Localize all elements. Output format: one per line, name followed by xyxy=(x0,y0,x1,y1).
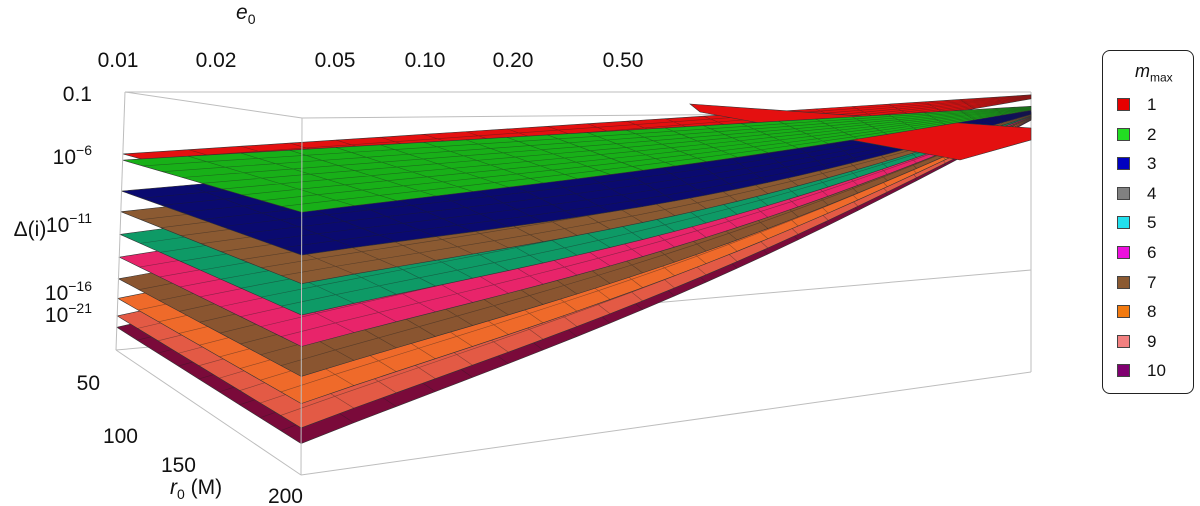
x-tick-label: 0.50 xyxy=(603,49,644,72)
x-axis-label-sub: 0 xyxy=(248,11,256,27)
bounding-box-front-edges xyxy=(115,91,1032,476)
box-edge-front xyxy=(115,91,126,351)
z-tick-label: 10−21 xyxy=(45,300,92,327)
legend-item: 2 xyxy=(1117,123,1187,147)
box-edge-front xyxy=(300,371,1032,476)
legend-item: 7 xyxy=(1117,271,1187,295)
y-tick-label: 200 xyxy=(268,485,303,506)
z-tick-label: 10−11 xyxy=(46,210,92,237)
legend-item: 3 xyxy=(1117,152,1187,176)
surface-fill-mmax-2 xyxy=(122,105,1032,213)
legend-swatch xyxy=(1117,186,1130,200)
z-tick-label: 10−16 xyxy=(45,278,92,305)
x-tick-label: 0.20 xyxy=(493,49,534,72)
box-edge-front xyxy=(300,117,303,476)
x-tick-label: 0.01 xyxy=(98,49,139,72)
z-tick-label: 0.1 xyxy=(63,83,92,106)
legend-item: 6 xyxy=(1117,241,1187,265)
legend-label: 3 xyxy=(1147,154,1157,174)
legend-item: 1 xyxy=(1117,93,1187,117)
box-edge-back xyxy=(124,91,303,119)
legend-label: 8 xyxy=(1147,302,1157,322)
y-tick-label: 50 xyxy=(77,372,100,395)
x-axis-label: e0 xyxy=(236,1,256,27)
legend-item: 9 xyxy=(1117,330,1187,354)
legend-label: 9 xyxy=(1147,331,1157,351)
legend-item: 8 xyxy=(1117,300,1187,324)
legend-swatch xyxy=(1117,334,1130,348)
legend-item: 4 xyxy=(1117,182,1187,206)
legend-item: 5 xyxy=(1117,211,1187,235)
y-axis-label-suffix: (M) xyxy=(185,476,222,499)
z-axis-label: Δ(i) xyxy=(14,218,47,241)
box-edge-front xyxy=(115,349,302,476)
tick-labels-group: 0.01 0.02 0.05 0.10 0.20 0.50 0.1 10−6 10−11 10−1… xyxy=(45,49,644,506)
legend-swatch xyxy=(1117,275,1130,289)
z-tick-label: 10−6 xyxy=(53,142,93,169)
x-tick-label: 0.10 xyxy=(405,49,446,72)
legend-label: 1 xyxy=(1147,95,1157,114)
legend-swatch xyxy=(1117,98,1130,111)
legend-label: 6 xyxy=(1147,243,1157,262)
legend-swatch xyxy=(1117,246,1130,259)
legend-swatch xyxy=(1117,216,1130,230)
y-axis-label-base: r xyxy=(170,476,178,499)
legend-label: 10 xyxy=(1147,361,1166,381)
y-tick-label: 150 xyxy=(161,454,196,477)
y-axis-label: r0 (M) xyxy=(170,476,222,502)
surface-mesh-mmax-2 xyxy=(142,106,1032,207)
surface-mmax-2 xyxy=(122,105,1032,213)
legend: mmax 1 2 3 4 5 6 7 8 9 10 xyxy=(1102,50,1194,394)
surfaces-group xyxy=(116,94,1032,444)
legend-title: mmax xyxy=(1135,61,1173,85)
x-axis-label-base: e xyxy=(236,1,248,24)
legend-label: 2 xyxy=(1147,124,1157,144)
legend-swatch xyxy=(1117,305,1130,319)
legend-item: 10 xyxy=(1117,359,1187,383)
legend-label: 4 xyxy=(1147,183,1157,203)
legend-label: 7 xyxy=(1147,272,1157,292)
x-tick-label: 0.02 xyxy=(196,49,237,72)
y-axis-label-sub: 0 xyxy=(177,486,185,502)
x-tick-label: 0.05 xyxy=(315,49,356,72)
legend-swatch xyxy=(1117,127,1130,141)
legend-swatch xyxy=(1117,157,1130,171)
legend-swatch xyxy=(1117,364,1130,378)
legend-label: 5 xyxy=(1147,213,1157,233)
y-tick-label: 100 xyxy=(103,425,138,448)
